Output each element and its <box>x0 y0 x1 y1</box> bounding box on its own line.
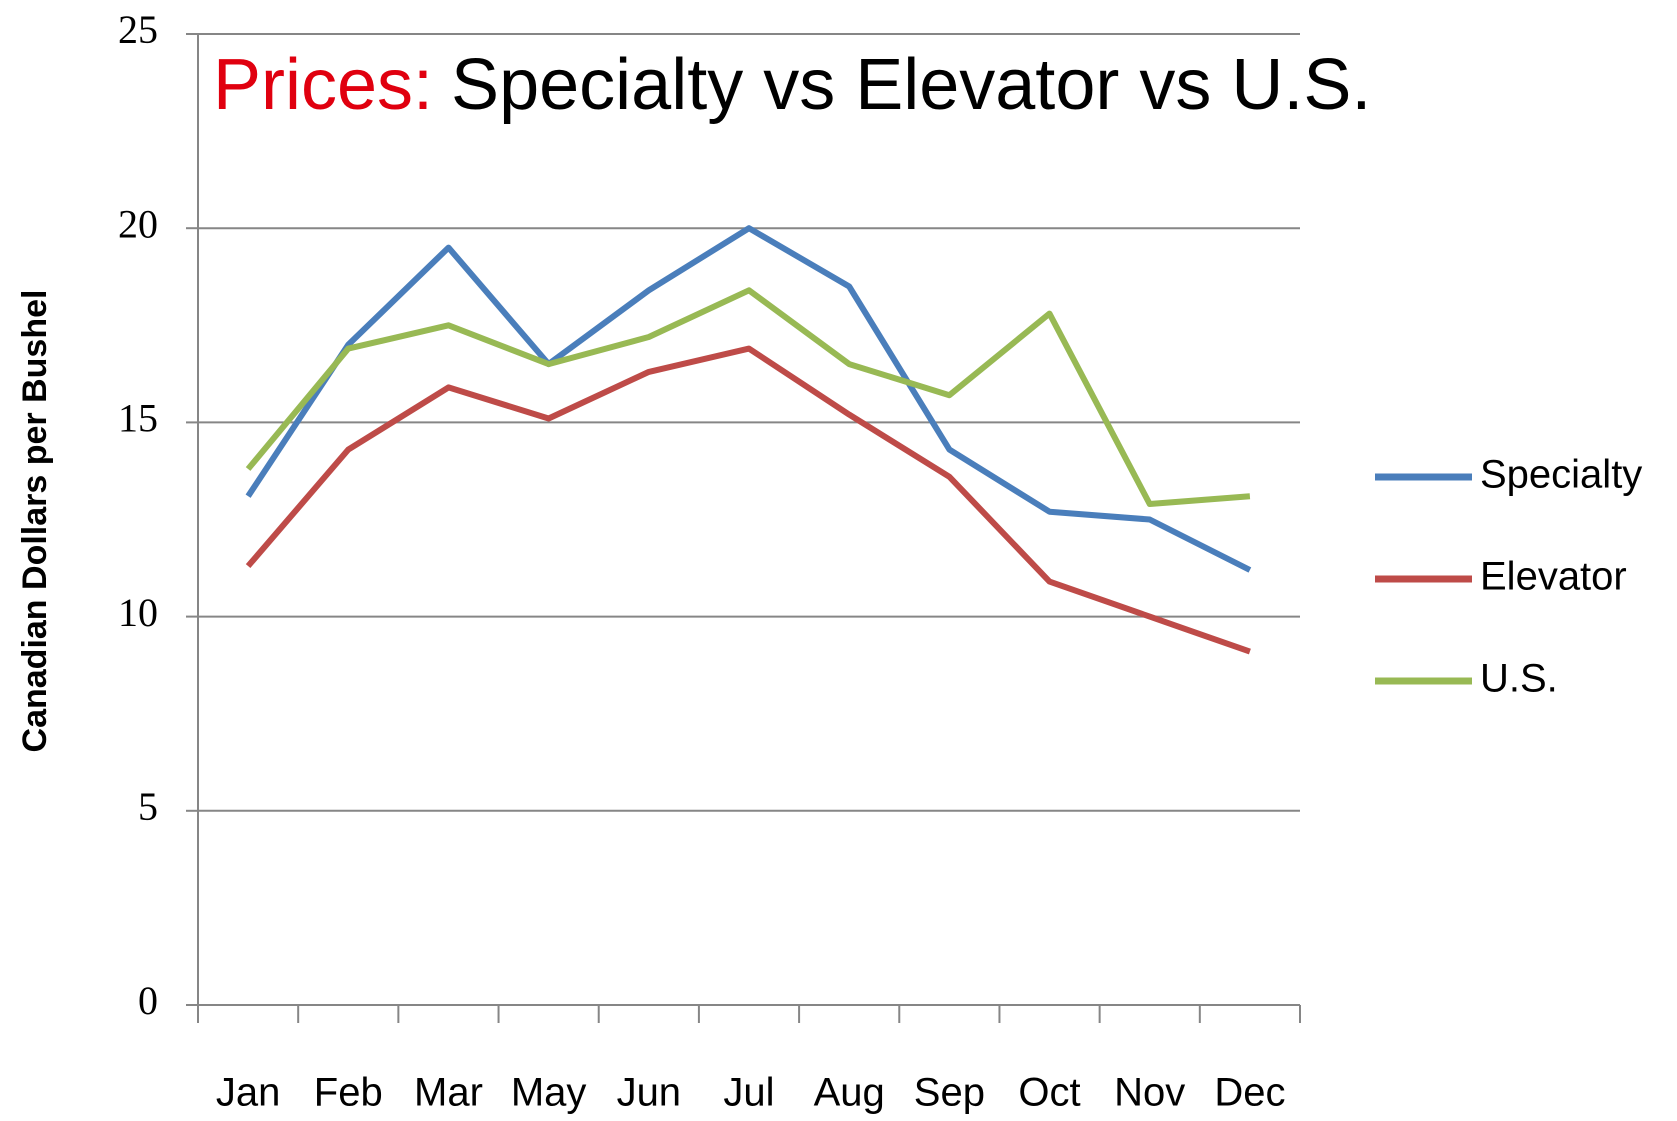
x-tick-label: Nov <box>1114 1071 1185 1115</box>
x-tick-label: Aug <box>814 1071 885 1115</box>
x-tick-label: Jul <box>723 1071 774 1115</box>
y-tick-label: 10 <box>118 590 158 635</box>
x-tick-label: Oct <box>1018 1071 1080 1115</box>
x-tick-label: Dec <box>1214 1071 1285 1115</box>
x-tick-label: Mar <box>414 1071 483 1115</box>
series-line <box>245 225 1252 573</box>
y-tick-label: 5 <box>138 784 158 829</box>
y-tick-label: 0 <box>138 978 158 1023</box>
series-line <box>245 287 1251 507</box>
x-tick-label: May <box>511 1071 587 1115</box>
x-tick-label: Sep <box>914 1071 985 1115</box>
title-prefix: Prices: <box>213 45 433 125</box>
y-tick-label: 15 <box>118 396 158 441</box>
x-tick-label: Jan <box>216 1071 281 1115</box>
x-tick-label: Feb <box>314 1071 383 1115</box>
y-axis-label: Canadian Dollars per Bushel <box>16 290 54 753</box>
y-tick-label: 25 <box>118 7 158 52</box>
legend-label: Elevator <box>1480 555 1627 599</box>
title-main: Specialty vs Elevator vs U.S. <box>451 45 1371 125</box>
chart-title: Prices: Specialty vs Elevator vs U.S. <box>213 45 1371 125</box>
x-tick-label: Jun <box>617 1071 682 1115</box>
y-tick-label: 20 <box>118 201 158 246</box>
legend-label: U.S. <box>1480 657 1558 701</box>
legend-label: Specialty <box>1480 453 1642 497</box>
series-line <box>245 345 1251 655</box>
